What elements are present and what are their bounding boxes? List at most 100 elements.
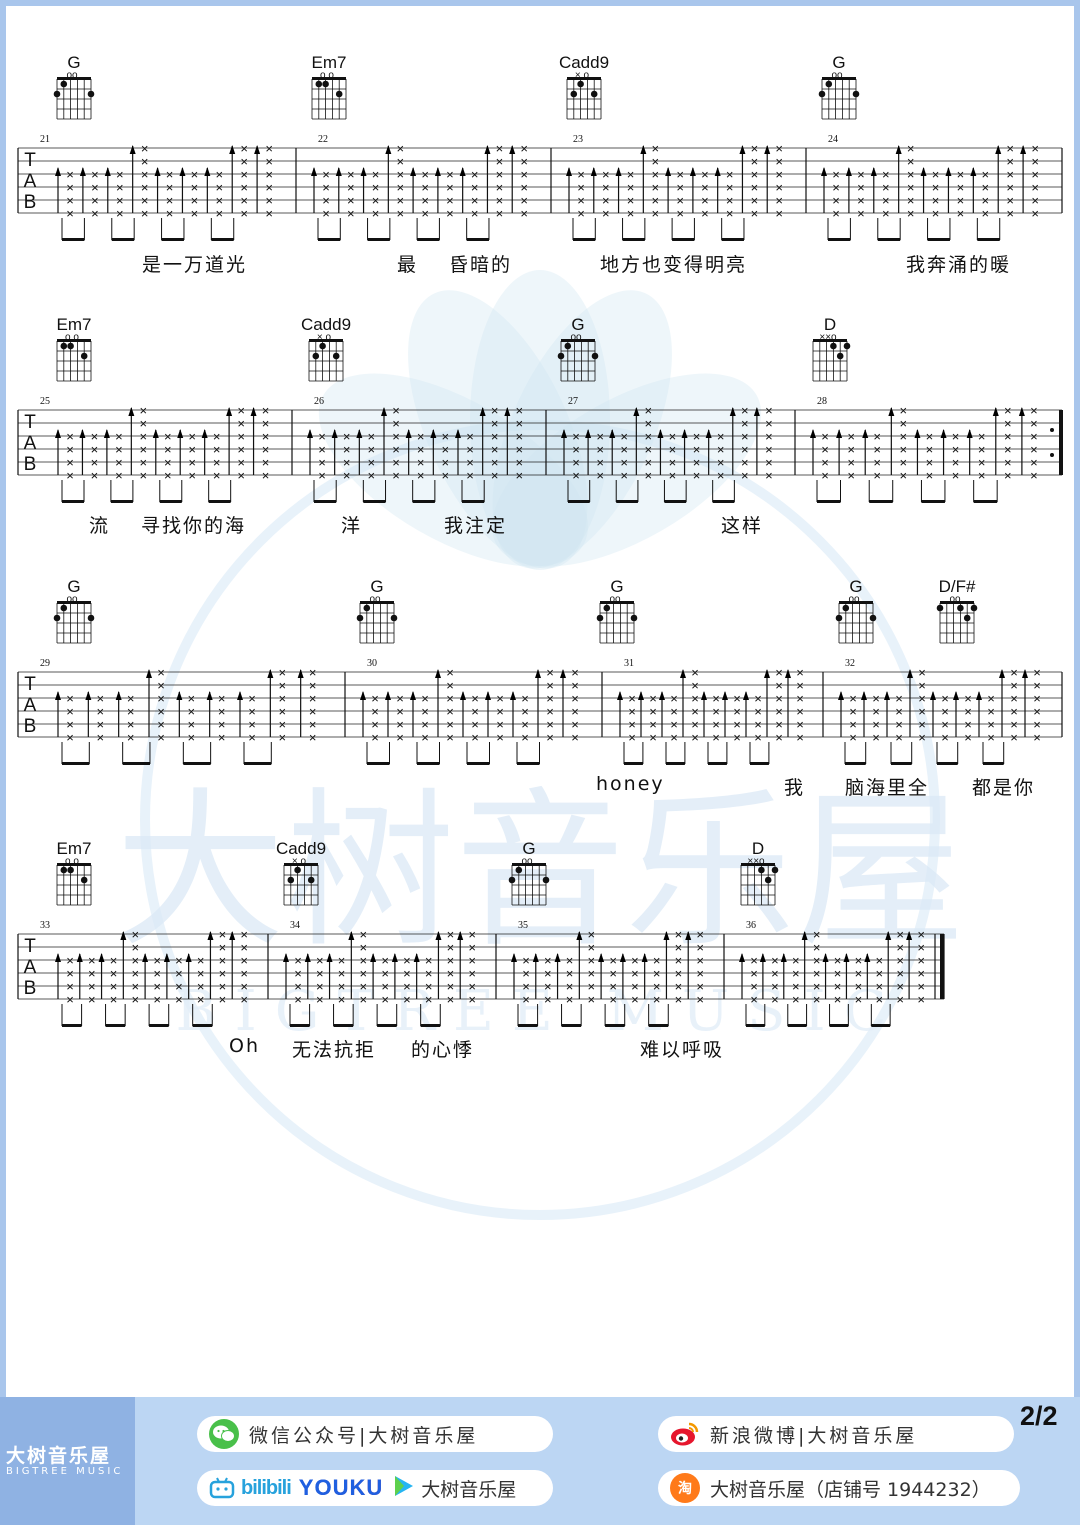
- tab-clef-letter: B: [24, 454, 37, 475]
- tab-x-note: ×: [240, 953, 248, 968]
- tab-x-note: ×: [544, 992, 552, 1007]
- tab-x-note: ×: [219, 953, 227, 968]
- wechat-link[interactable]: 微信公众号|大树音乐屋: [197, 1416, 553, 1452]
- tab-x-note: ×: [496, 704, 504, 719]
- tab-x-note: ×: [521, 717, 529, 732]
- tab-x-note: ×: [491, 403, 499, 418]
- tab-x-note: ×: [675, 927, 683, 942]
- tab-x-note: ×: [712, 704, 720, 719]
- chord-nut: [940, 601, 974, 604]
- tab-x-note: ×: [566, 966, 574, 981]
- tab-x-note: ×: [447, 953, 455, 968]
- tab-x-note: ×: [338, 966, 346, 981]
- video-channels-link[interactable]: bilibili YOUKU 大树音乐屋: [197, 1470, 553, 1506]
- tab-x-note: ×: [240, 193, 248, 208]
- tab-x-note: ×: [596, 429, 604, 444]
- tab-clef-letter: T: [24, 674, 36, 695]
- note-beam: [708, 762, 727, 765]
- wechat-icon: [209, 1419, 239, 1449]
- strum-full-arrow: [640, 145, 647, 154]
- strum-full-arrow: [888, 407, 895, 416]
- chord-name: D: [752, 839, 764, 858]
- strum-up-arrow: [705, 429, 712, 438]
- bar-number: 27: [568, 396, 578, 407]
- tab-x-note: ×: [496, 206, 504, 221]
- tab-x-note: ×: [496, 154, 504, 169]
- tab-x-note: ×: [322, 206, 330, 221]
- tab-x-note: ×: [652, 206, 660, 221]
- tab-x-note: ×: [392, 442, 400, 457]
- tab-x-note: ×: [471, 193, 479, 208]
- strum-full-arrow: [1018, 407, 1025, 416]
- watermark-text: 大树音乐屋: [115, 773, 965, 971]
- footer-brand-block: 大树音乐屋 BIGTREE MUSIC: [0, 1397, 135, 1525]
- tab-x-note: ×: [166, 193, 174, 208]
- tab-x-note: ×: [627, 206, 635, 221]
- tab-x-note: ×: [609, 953, 617, 968]
- tab-x-note: ×: [110, 992, 118, 1007]
- tab-x-note: ×: [164, 442, 172, 457]
- tab-x-note: ×: [421, 704, 429, 719]
- tab-x-note: ×: [188, 442, 196, 457]
- tab-x-note: ×: [652, 141, 660, 156]
- weibo-link[interactable]: 新浪微博|大树音乐屋: [658, 1416, 1014, 1452]
- tab-x-note: ×: [237, 429, 245, 444]
- taobao-shop-link[interactable]: 淘 大树音乐屋（店铺号 1944232）: [658, 1470, 1020, 1506]
- tab-x-note: ×: [775, 206, 783, 221]
- tab-x-note: ×: [571, 730, 579, 745]
- tab-x-note: ×: [248, 704, 256, 719]
- tab-x-note: ×: [696, 979, 704, 994]
- tab-x-note: ×: [91, 180, 99, 195]
- tab-x-note: ×: [649, 730, 657, 745]
- tab-clef-letter: B: [24, 192, 37, 213]
- strum-full-arrow: [207, 931, 214, 940]
- strum-full-arrow: [504, 407, 511, 416]
- tab-x-note: ×: [197, 979, 205, 994]
- strum-up-arrow: [659, 691, 665, 700]
- strum-up-arrow: [743, 691, 749, 700]
- tab-x-note: ×: [676, 206, 684, 221]
- tab-x-note: ×: [188, 455, 196, 470]
- note-beam: [122, 762, 150, 765]
- tab-x-note: ×: [127, 704, 135, 719]
- tab-x-note: ×: [421, 180, 429, 195]
- tab-x-note: ×: [153, 992, 161, 1007]
- chord-name: Em7: [57, 315, 92, 334]
- tab-x-note: ×: [741, 416, 749, 431]
- strum-full-arrow: [435, 669, 441, 678]
- chord-name: D: [824, 315, 836, 334]
- strum-up-arrow: [410, 691, 416, 700]
- tab-x-note: ×: [446, 730, 454, 745]
- tab-x-note: ×: [628, 730, 636, 745]
- footer-banner: 大树音乐屋 BIGTREE MUSIC 微信公众号|大树音乐屋 bilibili…: [0, 1397, 1080, 1525]
- strum-full-arrow: [381, 407, 387, 416]
- tab-x-note: ×: [1010, 704, 1018, 719]
- tab-x-note: ×: [115, 468, 123, 483]
- strum-up-arrow: [55, 429, 61, 438]
- tab-x-note: ×: [294, 979, 302, 994]
- tab-x-note: ×: [775, 141, 783, 156]
- tab-x-note: ×: [425, 992, 433, 1007]
- tab-x-note: ×: [932, 206, 940, 221]
- tab-x-note: ×: [696, 940, 704, 955]
- tab-x-note: ×: [115, 429, 123, 444]
- tab-x-note: ×: [397, 206, 405, 221]
- tab-x-note: ×: [447, 979, 455, 994]
- strum-up-arrow: [821, 167, 827, 176]
- tab-x-note: ×: [141, 180, 149, 195]
- tab-x-note: ×: [546, 730, 554, 745]
- note-beam: [208, 500, 231, 503]
- tab-x-note: ×: [712, 730, 720, 745]
- strum-up-arrow: [689, 167, 696, 176]
- note-beam: [467, 762, 490, 765]
- tab-x-note: ×: [322, 167, 330, 182]
- tab-x-note: ×: [396, 730, 404, 745]
- tab-x-note: ×: [987, 717, 995, 732]
- chord-open-strings: oo: [66, 594, 78, 605]
- tab-x-note: ×: [368, 442, 376, 457]
- chord-finger-dot: [332, 352, 340, 360]
- note-beam: [161, 238, 184, 241]
- bar-number: 21: [40, 134, 50, 145]
- tab-x-note: ×: [520, 193, 528, 208]
- tab-x-note: ×: [316, 953, 324, 968]
